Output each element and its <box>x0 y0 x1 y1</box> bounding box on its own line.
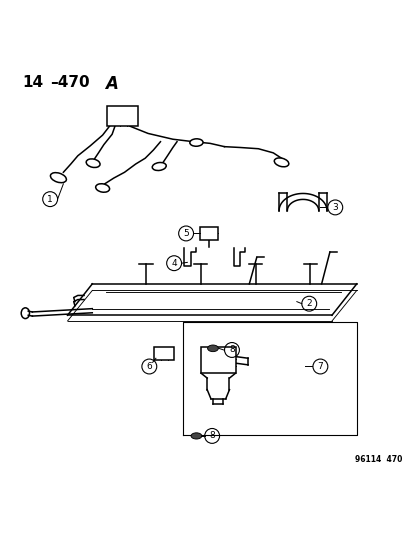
Ellipse shape <box>96 184 109 192</box>
Ellipse shape <box>86 159 100 167</box>
Text: 14: 14 <box>22 75 43 90</box>
FancyBboxPatch shape <box>201 348 236 373</box>
Text: –470: –470 <box>50 75 89 90</box>
Text: 2: 2 <box>307 299 312 308</box>
Text: 1: 1 <box>47 195 53 204</box>
Text: 6: 6 <box>146 362 152 371</box>
Text: 8: 8 <box>229 345 235 354</box>
Text: 5: 5 <box>183 229 189 238</box>
Ellipse shape <box>190 139 203 146</box>
Text: 7: 7 <box>317 362 323 371</box>
Text: 96114  470: 96114 470 <box>355 455 402 464</box>
Text: 3: 3 <box>332 203 338 212</box>
Text: A: A <box>105 75 118 93</box>
FancyBboxPatch shape <box>154 346 174 360</box>
Bar <box>200 227 218 240</box>
Ellipse shape <box>208 345 218 352</box>
FancyBboxPatch shape <box>107 106 138 126</box>
Text: 8: 8 <box>209 431 215 440</box>
Ellipse shape <box>274 158 289 167</box>
Ellipse shape <box>50 173 67 183</box>
Ellipse shape <box>152 163 166 171</box>
Ellipse shape <box>191 433 202 439</box>
Text: 4: 4 <box>171 259 177 268</box>
